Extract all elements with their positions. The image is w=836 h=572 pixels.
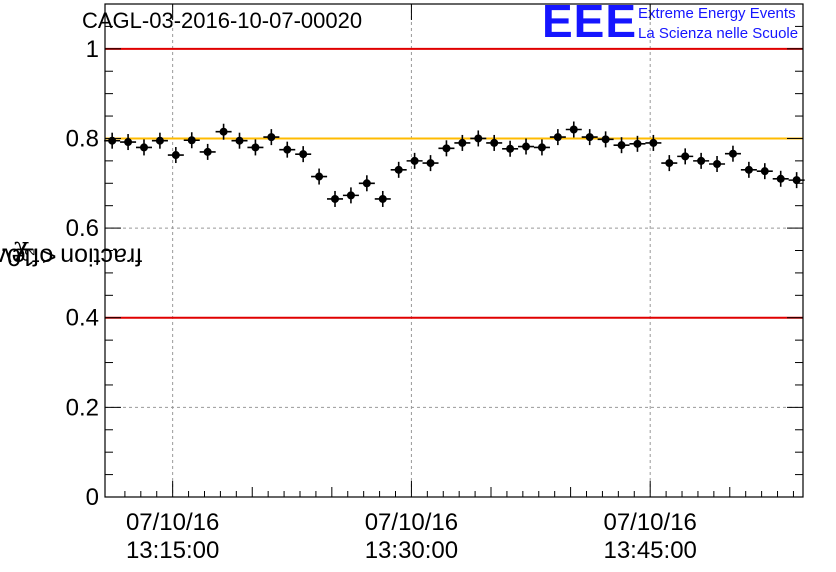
y-tick-label-2: 0.4 [66, 305, 99, 332]
logo-line1: Extreme Energy Events [638, 5, 796, 22]
data-point-0-20 [426, 159, 435, 168]
x-tick-date-1: 07/10/16 [365, 509, 458, 536]
data-point-0-1 [124, 138, 133, 147]
data-point-0-23 [474, 134, 483, 143]
data-point-0-8 [235, 136, 244, 145]
data-point-0-7 [219, 127, 228, 136]
data-point-0-33 [633, 139, 642, 148]
data-point-0-6 [203, 147, 212, 156]
data-point-0-43 [792, 176, 801, 185]
data-point-0-25 [506, 144, 515, 153]
data-point-0-22 [458, 138, 467, 147]
data-point-0-32 [617, 141, 626, 150]
data-point-0-27 [537, 143, 546, 152]
data-point-0-10 [267, 133, 276, 142]
data-point-0-17 [378, 194, 387, 203]
data-point-0-30 [585, 133, 594, 142]
y-tick-label-4: 0.8 [66, 125, 99, 152]
data-point-0-31 [601, 135, 610, 144]
x-tick-time-1: 13:30:00 [365, 537, 458, 564]
y-tick-label-0: 0 [86, 484, 99, 511]
data-point-0-37 [697, 156, 706, 165]
data-point-0-39 [728, 149, 737, 158]
data-point-0-12 [299, 150, 308, 159]
data-point-0-2 [139, 143, 148, 152]
data-point-0-4 [171, 151, 180, 160]
data-point-0-41 [760, 167, 769, 176]
data-point-0-28 [553, 133, 562, 142]
x-tick-time-2: 13:45:00 [603, 537, 696, 564]
data-point-0-3 [155, 136, 164, 145]
data-point-0-21 [442, 144, 451, 153]
x-tick-date-0: 07/10/16 [126, 509, 219, 536]
data-point-0-15 [346, 191, 355, 200]
data-point-0-18 [394, 165, 403, 174]
data-point-0-34 [649, 138, 658, 147]
data-point-0-19 [410, 156, 419, 165]
y-tick-label-3: 0.6 [66, 215, 99, 242]
chart-title: CAGL-03-2016-10-07-00020 [82, 8, 363, 33]
data-point-0-9 [251, 143, 260, 152]
logo-line2: La Scienza nelle Scuole [638, 25, 799, 42]
x-tick-date-2: 07/10/16 [603, 509, 696, 536]
y-tick-label-5: 1 [86, 36, 99, 63]
data-point-0-0 [108, 136, 117, 145]
data-point-0-16 [362, 179, 371, 188]
data-point-0-42 [776, 174, 785, 183]
data-point-0-29 [569, 125, 578, 134]
eee-logo: EEE Extreme Energy Events La Scienza nel… [542, 0, 832, 47]
data-point-0-5 [187, 136, 196, 145]
y-tick-label-1: 0.2 [66, 394, 99, 421]
plot-frame [104, 3, 804, 498]
data-point-0-26 [522, 142, 531, 151]
data-point-0-13 [315, 172, 324, 181]
data-point-0-14 [331, 194, 340, 203]
data-point-0-24 [490, 138, 499, 147]
logo-mark: EEE [542, 0, 638, 47]
data-point-0-40 [744, 165, 753, 174]
data-point-0-36 [681, 152, 690, 161]
data-point-0-11 [283, 145, 292, 154]
data-point-0-38 [713, 160, 722, 169]
x-tick-time-0: 13:15:00 [126, 537, 219, 564]
data-point-0-35 [665, 159, 674, 168]
